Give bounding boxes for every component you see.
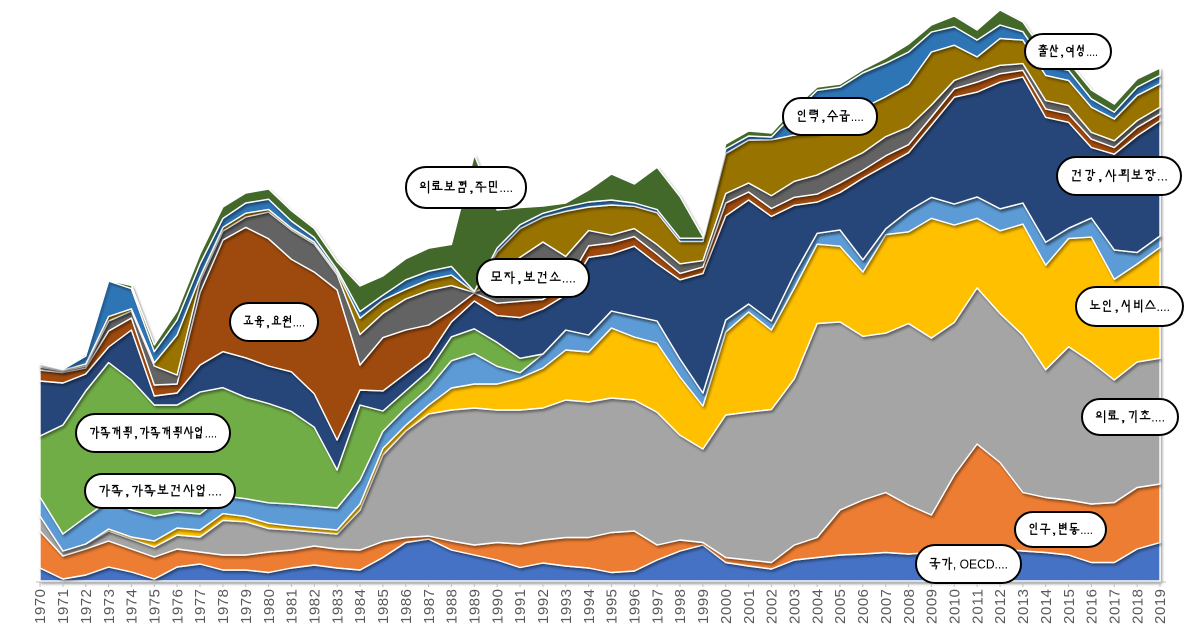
svg-text:1995: 1995 xyxy=(604,589,621,624)
svg-text:2004: 2004 xyxy=(809,589,826,624)
svg-text:1975: 1975 xyxy=(147,589,164,624)
svg-text:1979: 1979 xyxy=(238,589,255,624)
svg-text:2005: 2005 xyxy=(832,589,849,624)
svg-text:1989: 1989 xyxy=(467,589,484,624)
svg-text:1985: 1985 xyxy=(375,589,392,624)
svg-text:1986: 1986 xyxy=(398,589,415,624)
svg-text:1984: 1984 xyxy=(352,589,369,624)
svg-text:1990: 1990 xyxy=(489,589,506,624)
svg-text:,: , xyxy=(265,315,271,330)
svg-text:2003: 2003 xyxy=(787,589,804,624)
svg-text:...: ... xyxy=(1157,169,1168,184)
svg-text:1978: 1978 xyxy=(215,589,232,624)
svg-text:....: .... xyxy=(851,109,864,124)
svg-text:,: , xyxy=(124,484,131,499)
svg-text:....: .... xyxy=(1151,410,1165,425)
svg-text:1997: 1997 xyxy=(649,589,666,624)
svg-text:,: , xyxy=(1059,44,1065,59)
svg-text:1977: 1977 xyxy=(192,589,209,624)
svg-text:2009: 2009 xyxy=(924,589,941,624)
svg-text:2013: 2013 xyxy=(1015,589,1032,624)
svg-text:1992: 1992 xyxy=(535,589,552,624)
svg-text:1998: 1998 xyxy=(672,589,689,624)
svg-text:2014: 2014 xyxy=(1038,589,1055,624)
svg-text:2006: 2006 xyxy=(855,589,872,624)
svg-text:2016: 2016 xyxy=(1084,589,1101,624)
svg-text:1973: 1973 xyxy=(101,589,118,624)
svg-text:....: .... xyxy=(205,426,217,441)
svg-text:1976: 1976 xyxy=(169,589,186,624)
svg-text:1980: 1980 xyxy=(261,589,278,624)
svg-text:2007: 2007 xyxy=(878,589,895,624)
svg-text:,: , xyxy=(133,426,139,441)
svg-text:1993: 1993 xyxy=(558,589,575,624)
svg-text:1983: 1983 xyxy=(329,589,346,624)
svg-text:2002: 2002 xyxy=(764,589,781,624)
svg-text:,: , xyxy=(1120,410,1127,425)
svg-text:2017: 2017 xyxy=(1107,589,1124,624)
svg-text:1971: 1971 xyxy=(55,589,72,624)
svg-text:1994: 1994 xyxy=(581,589,598,624)
svg-text:, OECD....: , OECD.... xyxy=(953,557,1008,572)
svg-text:....: .... xyxy=(1086,44,1098,59)
svg-text:2010: 2010 xyxy=(947,589,964,624)
svg-text:,: , xyxy=(820,109,827,124)
svg-text:2015: 2015 xyxy=(1061,589,1078,624)
svg-text:2001: 2001 xyxy=(741,589,758,624)
svg-text:2019: 2019 xyxy=(1152,589,1169,624)
svg-text:2008: 2008 xyxy=(901,589,918,624)
svg-text:1988: 1988 xyxy=(444,589,461,624)
svg-text:1996: 1996 xyxy=(627,589,644,624)
svg-text:1982: 1982 xyxy=(307,589,324,624)
svg-text:....: .... xyxy=(1080,522,1093,537)
svg-text:1991: 1991 xyxy=(512,589,529,624)
svg-text:,: , xyxy=(468,180,475,195)
svg-text:....: .... xyxy=(499,180,513,195)
svg-text:1974: 1974 xyxy=(124,589,141,624)
svg-text:1972: 1972 xyxy=(78,589,95,624)
svg-text:,: , xyxy=(1051,522,1057,537)
svg-text:....: .... xyxy=(1157,299,1171,314)
svg-text:,: , xyxy=(516,271,523,286)
svg-text:1970: 1970 xyxy=(32,589,49,624)
svg-text:....: .... xyxy=(208,484,222,499)
svg-text:....: .... xyxy=(562,271,576,286)
svg-text:2012: 2012 xyxy=(992,589,1009,624)
svg-text:2000: 2000 xyxy=(718,589,735,624)
svg-text:2011: 2011 xyxy=(969,589,986,624)
svg-text:2018: 2018 xyxy=(1129,589,1146,624)
svg-text:,: , xyxy=(1113,299,1120,314)
svg-text:1999: 1999 xyxy=(695,589,712,624)
svg-text:....: .... xyxy=(293,315,305,330)
svg-text:,: , xyxy=(1097,169,1104,184)
svg-text:1987: 1987 xyxy=(421,589,438,624)
svg-text:1981: 1981 xyxy=(284,589,301,624)
